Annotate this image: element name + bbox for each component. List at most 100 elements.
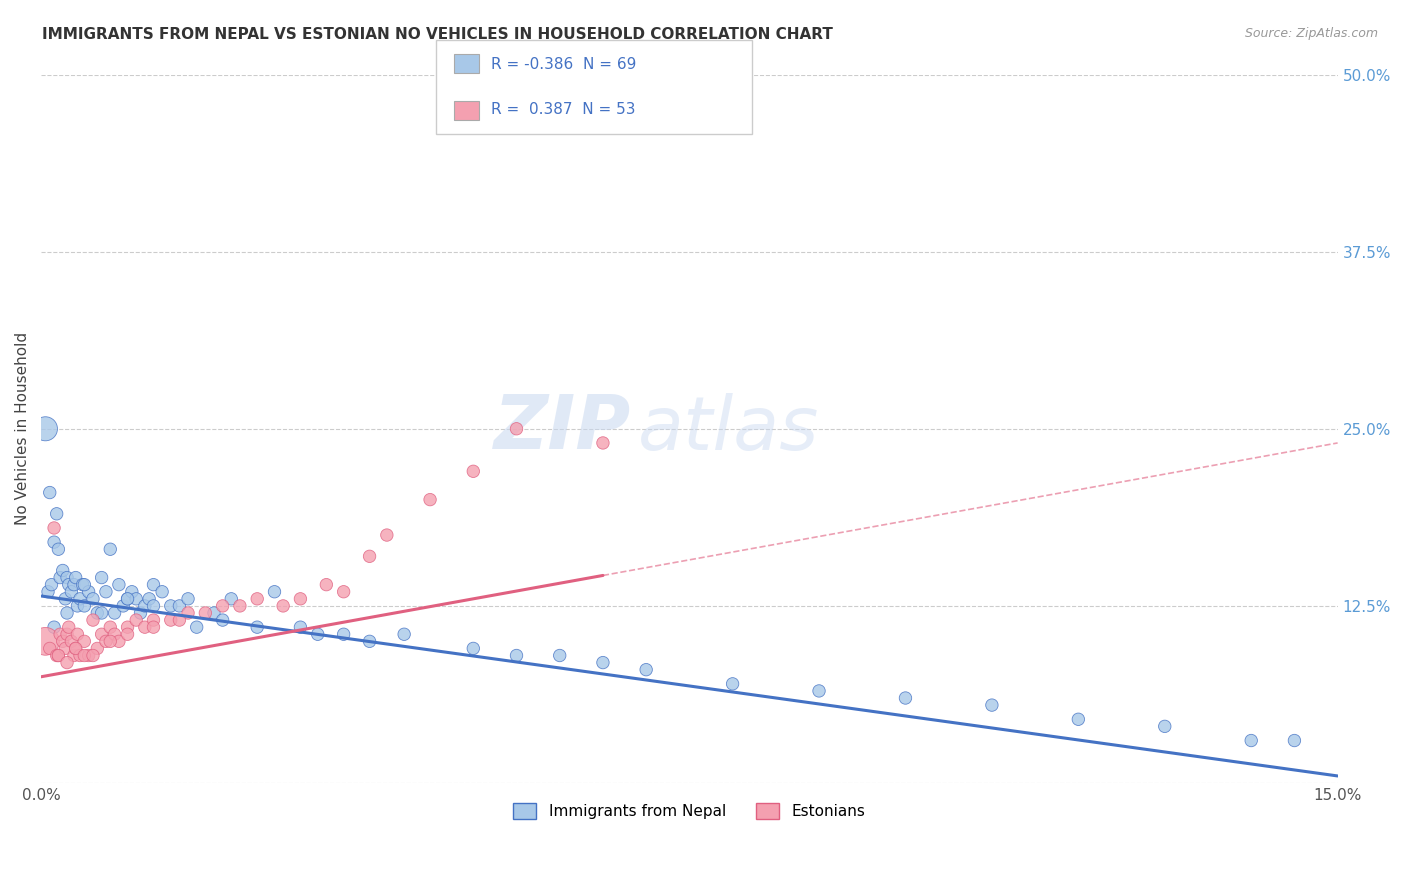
Point: [263, 584, 285, 599]
Point: [52, 564, 75, 578]
Point: [37, 584, 59, 599]
Point: [169, 599, 191, 613]
Point: [359, 634, 381, 648]
Point: [117, 591, 139, 606]
Point: [56, 627, 79, 641]
Point: [419, 492, 441, 507]
Point: [86, 606, 108, 620]
Point: [505, 422, 527, 436]
Point: [177, 591, 200, 606]
Point: [463, 464, 485, 478]
Point: [229, 599, 252, 613]
Point: [636, 663, 658, 677]
Point: [56, 656, 79, 670]
Point: [65, 641, 87, 656]
Point: [177, 606, 200, 620]
Point: [211, 599, 233, 613]
Text: ZIP: ZIP: [494, 392, 631, 466]
Point: [592, 656, 614, 670]
Point: [65, 641, 87, 656]
Point: [142, 577, 165, 591]
Point: [721, 677, 744, 691]
Point: [77, 648, 100, 663]
Point: [48, 542, 70, 557]
Point: [375, 528, 398, 542]
Point: [103, 606, 125, 620]
Point: [307, 627, 329, 641]
Point: [53, 591, 76, 606]
Text: R =  0.387  N = 53: R = 0.387 N = 53: [491, 103, 636, 117]
Point: [48, 648, 70, 663]
Text: R = -0.386  N = 69: R = -0.386 N = 69: [491, 57, 636, 71]
Point: [290, 620, 312, 634]
Point: [219, 591, 242, 606]
Point: [117, 591, 139, 606]
Point: [103, 627, 125, 641]
Point: [980, 698, 1002, 712]
Point: [42, 620, 65, 634]
Point: [56, 570, 79, 584]
Point: [42, 535, 65, 549]
Point: [73, 599, 96, 613]
Point: [65, 570, 87, 584]
Point: [34, 634, 56, 648]
Point: [38, 641, 60, 656]
Point: [60, 634, 83, 648]
Point: [49, 627, 72, 641]
Point: [45, 648, 67, 663]
Point: [98, 634, 121, 648]
Legend: Immigrants from Nepal, Estonians: Immigrants from Nepal, Estonians: [508, 797, 872, 825]
Point: [150, 584, 173, 599]
Point: [108, 577, 131, 591]
Point: [38, 485, 60, 500]
Point: [315, 577, 337, 591]
Point: [66, 599, 89, 613]
Point: [72, 577, 94, 591]
Point: [41, 577, 63, 591]
Point: [332, 584, 354, 599]
Point: [94, 584, 117, 599]
Point: [159, 599, 181, 613]
Point: [271, 599, 294, 613]
Point: [142, 599, 165, 613]
Point: [42, 521, 65, 535]
Point: [69, 591, 91, 606]
Point: [73, 634, 96, 648]
Point: [66, 627, 89, 641]
Y-axis label: No Vehicles in Household: No Vehicles in Household: [15, 332, 30, 525]
Point: [52, 634, 75, 648]
Point: [49, 570, 72, 584]
Point: [246, 620, 269, 634]
Point: [134, 599, 156, 613]
Point: [112, 599, 135, 613]
Point: [86, 641, 108, 656]
Point: [1284, 733, 1306, 747]
Point: [82, 648, 104, 663]
Point: [142, 620, 165, 634]
Point: [211, 613, 233, 627]
Point: [186, 620, 208, 634]
Point: [117, 620, 139, 634]
Point: [1067, 712, 1090, 726]
Point: [138, 591, 160, 606]
Point: [53, 641, 76, 656]
Point: [125, 613, 148, 627]
Point: [48, 648, 70, 663]
Point: [77, 584, 100, 599]
Point: [202, 606, 225, 620]
Point: [45, 507, 67, 521]
Point: [63, 577, 86, 591]
Point: [392, 627, 415, 641]
Point: [73, 648, 96, 663]
Text: Source: ZipAtlas.com: Source: ZipAtlas.com: [1244, 27, 1378, 40]
Point: [359, 549, 381, 564]
Point: [592, 436, 614, 450]
Point: [58, 620, 80, 634]
Point: [134, 620, 156, 634]
Point: [194, 606, 217, 620]
Point: [894, 691, 917, 706]
Point: [60, 584, 83, 599]
Point: [90, 570, 112, 584]
Point: [63, 648, 86, 663]
Point: [90, 606, 112, 620]
